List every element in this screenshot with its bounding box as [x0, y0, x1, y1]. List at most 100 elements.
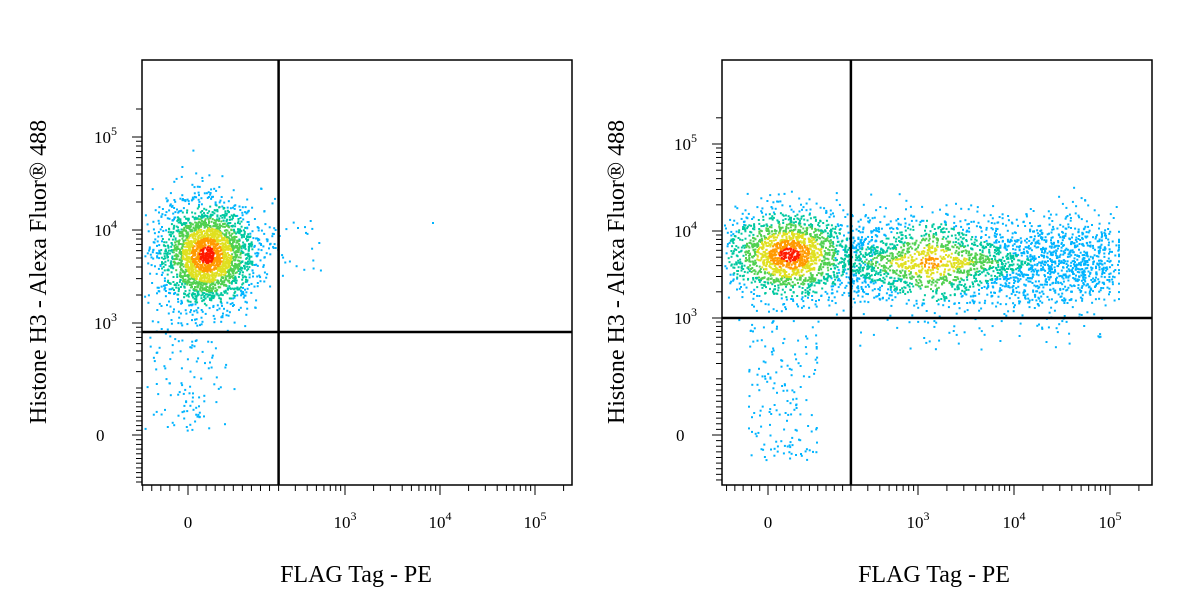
data-point	[265, 276, 268, 279]
data-point	[739, 274, 742, 277]
data-point	[269, 242, 272, 245]
data-point	[236, 294, 239, 297]
data-point	[1082, 270, 1085, 273]
data-point	[921, 304, 924, 307]
data-point	[191, 267, 194, 270]
data-point	[984, 299, 987, 302]
data-point	[725, 267, 728, 270]
data-point	[242, 244, 245, 247]
data-point	[1097, 264, 1100, 267]
data-point	[988, 242, 991, 245]
data-point	[1087, 286, 1090, 289]
data-point	[1076, 244, 1079, 247]
data-point	[880, 227, 883, 230]
data-point	[852, 282, 855, 285]
data-point	[204, 244, 207, 247]
data-point	[168, 291, 170, 294]
data-point	[1059, 223, 1062, 226]
data-point	[220, 252, 223, 255]
data-point	[194, 239, 197, 242]
data-point	[838, 228, 841, 231]
data-point	[953, 325, 956, 328]
data-point	[215, 243, 218, 246]
data-point	[876, 279, 879, 282]
data-point	[1086, 260, 1089, 262]
data-point	[214, 347, 217, 350]
data-point	[156, 244, 158, 247]
data-point	[755, 309, 758, 312]
data-point	[1111, 281, 1114, 284]
data-point	[211, 294, 214, 297]
data-point	[178, 275, 181, 278]
data-point	[733, 219, 736, 222]
data-point	[225, 245, 228, 248]
data-point	[272, 233, 275, 235]
data-point	[194, 295, 197, 298]
data-point	[217, 266, 219, 269]
data-point	[1074, 268, 1077, 271]
data-point	[183, 227, 186, 230]
data-point	[1062, 299, 1065, 302]
data-point	[240, 252, 242, 255]
data-point	[1036, 263, 1039, 265]
data-point	[867, 220, 870, 223]
data-point	[835, 313, 838, 316]
data-point	[207, 224, 210, 227]
data-point	[1049, 269, 1052, 272]
data-point	[218, 274, 221, 277]
data-point	[229, 207, 232, 210]
data-point	[963, 290, 966, 293]
data-point	[1028, 277, 1030, 280]
data-point	[802, 375, 805, 378]
data-point	[761, 375, 764, 378]
data-point	[887, 288, 890, 291]
data-point	[998, 290, 1001, 293]
data-point	[179, 312, 182, 315]
data-point	[238, 287, 241, 290]
data-point	[1011, 286, 1014, 289]
data-point	[232, 277, 235, 280]
data-point	[741, 290, 744, 293]
data-point	[191, 428, 194, 431]
data-point	[876, 230, 879, 233]
data-point	[1027, 268, 1030, 271]
data-point	[217, 236, 220, 239]
data-point	[1003, 285, 1006, 288]
data-point	[210, 297, 213, 300]
data-point	[288, 260, 291, 263]
data-point	[186, 249, 189, 252]
data-point	[725, 252, 728, 255]
data-point	[783, 383, 786, 386]
data-point	[182, 233, 185, 236]
data-point	[1008, 286, 1011, 289]
data-point	[1079, 268, 1082, 271]
data-point	[231, 287, 234, 290]
data-point	[1085, 220, 1088, 223]
data-point	[1118, 260, 1120, 263]
data-point	[1098, 249, 1101, 252]
data-point	[186, 283, 189, 286]
data-point	[1041, 301, 1044, 304]
data-point	[839, 224, 842, 226]
data-point	[965, 286, 968, 289]
data-point	[1100, 260, 1103, 263]
data-point	[231, 302, 234, 305]
data-point	[745, 286, 748, 289]
data-point	[1081, 299, 1084, 302]
data-point	[1051, 228, 1054, 231]
data-point	[1063, 297, 1066, 300]
data-point	[237, 259, 240, 262]
data-point	[1034, 242, 1037, 245]
data-point	[227, 200, 230, 203]
data-point	[747, 212, 750, 215]
data-point	[1049, 267, 1052, 270]
data-point	[1068, 270, 1071, 273]
data-point	[1084, 225, 1087, 228]
data-point	[160, 285, 163, 288]
data-point	[226, 240, 229, 243]
data-point	[225, 363, 228, 366]
data-point	[1041, 261, 1044, 264]
data-point	[195, 217, 198, 220]
data-point	[827, 299, 830, 302]
data-point	[855, 279, 858, 281]
